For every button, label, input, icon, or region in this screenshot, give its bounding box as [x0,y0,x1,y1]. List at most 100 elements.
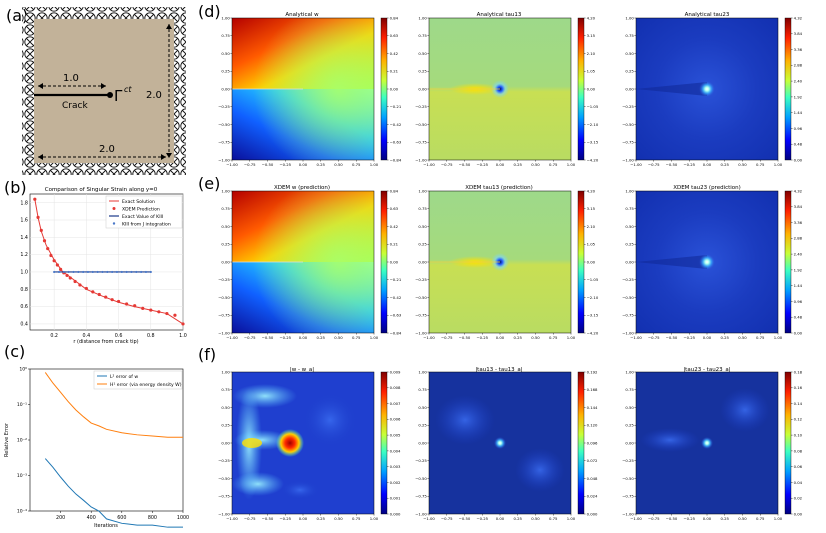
map-x-tick-label: −0.25 [279,516,291,521]
kiii-j-integration-point [140,270,143,274]
kiii-j-integration-point [135,270,138,274]
xdem-prediction-point [110,298,114,302]
map-y-tick-label: 0.25 [418,423,427,428]
map-y-tick-label: −1.00 [415,157,427,162]
colorbar-tick-label: 0.007 [390,401,401,406]
kiii-j-integration-point [82,270,85,274]
map-x-tick-label: −0.75 [648,335,660,340]
colorbar-tick-label: 0.00 [587,259,596,264]
map-x-tick-label: −1.00 [423,335,435,340]
map-x-tick-label: 0.00 [703,335,712,340]
map-x-tick-label: 1.00 [567,335,576,340]
chart-b-series [33,197,185,326]
xdem-prediction-point [55,263,59,267]
colorbar-tick-label: −0.63 [390,140,402,145]
map-axes: −1.00 −0.75 −0.50 −0.25 0.00 0.25 0.50 0.75 1.00… [218,15,802,521]
map-y-tick-label: −1.00 [218,511,230,516]
map-title: Analytical tau13 [477,12,522,18]
colorbar-tick-label: 0.072 [587,458,598,463]
legend-exact-label: Exact Solution [122,199,155,205]
kiii-j-integration-point [120,270,123,274]
plate-domain [34,19,174,163]
xdem-prediction-point [42,239,47,243]
map-y-tick-label: −0.75 [218,494,230,499]
colorbar-tick-label: 0.168 [587,387,598,392]
map-x-tick-label: −0.50 [459,516,471,521]
colorbar-tick-label: 4.32 [794,188,803,193]
map-y-tick-label: −0.50 [415,122,427,127]
map-x-tick-label: 0.00 [703,162,712,167]
chart-c-plot-area [29,368,184,512]
colorbar-tick-label: 0.005 [390,433,401,438]
map-x-tick-label: 1.00 [567,162,576,167]
map-analytical-tau23: Analytical tau23 [636,12,778,160]
map-x-tick-label: −1.00 [226,162,238,167]
map-y-tick-label: 1.00 [418,188,427,193]
chart-c-legend: L² error of w H¹ error (via energy densi… [93,370,183,390]
chart-b-ticks: 0.2 0.4 0.6 0.8 1.0 0.4 0.6 0.8 1.0 1.2 1.4 1.6 1.8 [20,200,186,339]
colorbar [577,371,585,515]
kiii-j-integration-point [115,270,119,274]
bottom-roller-row [22,163,186,175]
map-x-tick-label: 1.00 [370,162,379,167]
xdem-prediction-point [49,253,53,258]
xdem-prediction-point [52,259,56,263]
map-field [429,191,571,333]
chart-b-xlabel: r (distance from crack tip) [73,339,138,345]
colorbar-tick-label: 0.18 [794,369,803,374]
colorbar-tick-label: 2.40 [794,79,803,84]
map-y-tick-label: −0.75 [218,313,230,318]
panel-label-d: (d) [198,2,221,21]
map-x-tick-label: −0.25 [683,516,695,521]
map-x-tick-label: 0.75 [756,335,765,340]
colorbar-tick-label: 0.96 [794,299,803,304]
map-x-tick-label: 0.75 [352,335,361,340]
x-tick-label: 0.2 [50,333,58,339]
map-x-tick-label: 0.50 [738,162,747,167]
colorbar-tick-label: 0.42 [390,224,399,229]
map-y-tick-label: 1.00 [221,15,230,20]
colorbar [380,190,388,334]
y-tick-label: 10⁻¹ [17,402,27,408]
colorbar-tick-label: 4.20 [587,15,596,20]
map-y-tick-label: 0.75 [625,387,634,392]
map-x-tick-label: −0.75 [244,335,256,340]
map-error-tau23: |tau23 - tau23_a| [636,367,778,514]
colorbar-tick-label: 0.00 [390,86,399,91]
map-y-tick-label: 0.00 [625,86,634,91]
map-x-tick-label: −0.25 [683,335,695,340]
map-x-tick-label: −0.50 [666,516,678,521]
map-x-tick-label: −0.75 [244,516,256,521]
kiii-j-integration-point [86,270,90,274]
colorbar-tick-label: 0.144 [587,405,598,410]
colorbar-tick-label: 2.10 [587,224,596,229]
map-x-tick-label: 0.75 [549,516,558,521]
y-tick-label: 1.2 [20,252,28,258]
xdem-prediction-point [78,283,82,287]
colorbar-tick-label: 0.006 [390,417,401,422]
map-y-tick-label: 0.25 [221,423,230,428]
map-y-tick-label: 0.25 [221,242,230,247]
map-x-tick-label: −0.25 [683,162,695,167]
chart-c-series [44,372,183,528]
colorbar-tick-label: −1.05 [587,104,599,109]
colorbar-tick-label: 0.16 [794,385,803,390]
map-x-tick-label: −1.00 [630,516,642,521]
map-y-tick-label: 0.50 [625,405,634,410]
xdem-prediction-point [181,322,185,326]
map-y-tick-label: 0.00 [625,259,634,264]
map-field [636,191,778,333]
x-tick-label: 0.6 [115,333,123,339]
chart-b-title: Comparison of Singular Strain along y=0 [45,187,158,193]
y-tick-label: 10⁻³ [17,473,27,479]
map-x-tick-label: 0.25 [317,335,326,340]
x-tick-label: 400 [87,515,96,521]
map-y-tick-label: −0.75 [415,494,427,499]
map-x-tick-label: 1.00 [370,516,379,521]
map-y-tick-label: −0.75 [218,140,230,145]
map-y-tick-label: 0.25 [418,69,427,74]
colorbar-tick-label: 0.000 [390,511,401,516]
xdem-prediction-point [33,197,37,201]
colorbar-tick-label: 3.15 [587,33,596,38]
map-y-tick-label: 0.50 [221,405,230,410]
